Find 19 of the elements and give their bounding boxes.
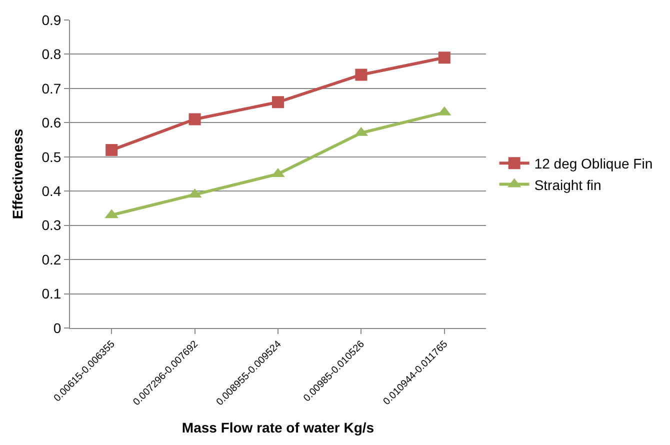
point [272,96,284,108]
y-axis-title: Effectiveness [9,128,26,220]
point [355,68,368,81]
legend-label: Straight fin [534,176,602,193]
legend-label: 12 deg Oblique Fin [534,156,653,172]
point [106,144,118,156]
y-tick-label: 0.6 [42,114,62,131]
y-tick-label: 0.7 [42,80,62,96]
y-tick-label: 0.8 [42,46,62,62]
y-tick-label: 0.9 [42,12,62,28]
y-tick-label: 0.4 [42,183,62,200]
point [438,52,450,64]
y-tick-label: 0.1 [42,286,62,302]
x-axis-title: Mass Flow rate of water Kg/s [182,419,374,436]
y-tick-label: 0.2 [42,251,62,268]
y-tick-label: 0.5 [42,148,62,165]
y-tick-label: 0.3 [42,217,62,234]
y-tick-label: 0 [53,320,62,336]
point [188,113,201,126]
